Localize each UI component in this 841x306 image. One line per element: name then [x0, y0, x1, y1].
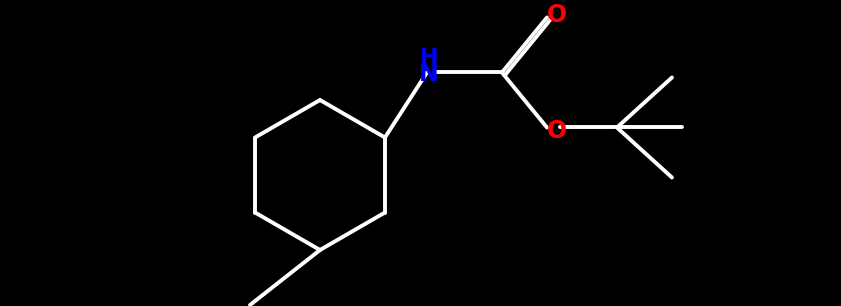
Text: O: O — [547, 120, 567, 144]
Text: N: N — [419, 62, 439, 87]
Text: H: H — [420, 48, 438, 69]
Text: O: O — [547, 2, 567, 27]
